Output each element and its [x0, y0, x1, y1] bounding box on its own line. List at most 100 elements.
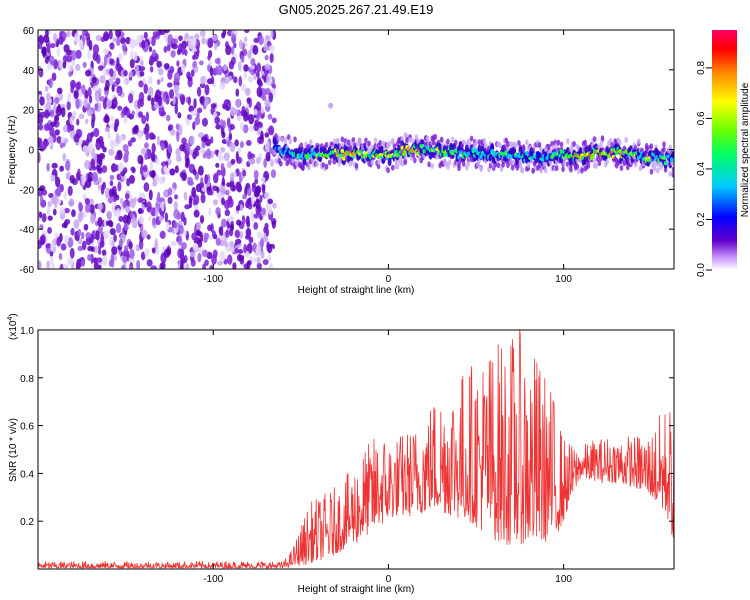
spectrogram-noise-cell: [212, 199, 219, 206]
spectrogram-noise-cell: [49, 42, 56, 49]
spectrogram-noise-cell: [76, 118, 80, 126]
spectrogram-noise-cell: [174, 194, 179, 200]
spectrogram-noise-cell: [46, 205, 51, 216]
spectrogram-noise-cell: [268, 263, 274, 269]
spectrogram-noise-cell: [244, 186, 248, 197]
spectrogram-noise-cell: [93, 245, 98, 254]
spectrogram-noise-cell: [82, 61, 87, 68]
spectrogram-noise-cell: [208, 60, 213, 66]
spectrogram-noise-cell: [128, 265, 134, 269]
spectrogram-noise-cell: [235, 88, 240, 97]
spectrogram-noise-cell: [204, 259, 209, 267]
spectrogram-noise-cell: [255, 71, 260, 78]
spectrogram-noise-cell: [166, 44, 171, 52]
spectrogram-peak-cell: [662, 156, 666, 160]
spectrogram-noise-cell: [97, 217, 103, 227]
spectrogram-halo-cell: [569, 166, 573, 173]
spectrogram-noise-cell: [151, 142, 156, 154]
spectrogram-noise-cell: [240, 121, 244, 132]
spectrogram-noise-cell: [160, 142, 165, 151]
spectrogram-noise-cell: [141, 115, 147, 125]
spectrogram-noise-cell: [235, 205, 241, 212]
spectrogram-noise-cell: [264, 222, 269, 230]
spectrogram-noise-cell: [221, 197, 225, 206]
spectrogram-signal-cell: [671, 157, 674, 162]
spectrogram-halo-cell: [461, 139, 466, 146]
spectrogram-halo-cell: [562, 160, 567, 167]
spectrogram-noise-cell: [193, 98, 197, 109]
spectrogram-halo-cell: [466, 160, 471, 167]
spectrogram-noise-cell: [250, 58, 256, 66]
spectrogram-halo-cell: [357, 138, 362, 145]
spectrogram-halo-cell: [400, 135, 405, 142]
figure-title: GN05.2025.267.21.49.E19: [279, 2, 434, 17]
spectrogram-noise-cell: [198, 182, 205, 189]
spectrogram-xtick-label: 100: [555, 274, 572, 285]
spectrogram-halo-cell: [644, 142, 649, 149]
spectrogram-noise-cell: [154, 238, 158, 250]
spectrogram-noise-cell: [147, 95, 152, 102]
spectrogram-noise-cell: [112, 37, 117, 43]
spectrogram-noise-cell: [172, 38, 179, 45]
spectrogram-noise-cell: [39, 185, 46, 192]
spectrogram-noise-cell: [133, 197, 137, 203]
spectrogram-noise-cell: [269, 53, 274, 64]
spectrogram-noise-cell: [39, 224, 44, 230]
spectrogram-noise-cell: [165, 221, 170, 231]
spectrogram-halo-cell: [446, 138, 450, 145]
colorbar-tick-label: 0.4: [696, 162, 707, 176]
spectrogram-noise-cell: [63, 191, 67, 200]
spectrogram-noise-cell: [254, 186, 260, 197]
spectrogram-noise-cell: [84, 198, 90, 205]
spectrogram-ytick-label: -60: [20, 265, 35, 276]
spectrogram-halo-cell: [521, 146, 526, 153]
spectrogram-noise-cell: [118, 162, 124, 173]
spectrogram-halo-cell: [324, 163, 329, 170]
spectrogram-noise-cell: [83, 223, 89, 231]
spectrogram-noise-cell: [210, 76, 215, 85]
spectrogram-signal-cell: [340, 148, 345, 154]
spectrogram-noise-cell: [149, 160, 154, 172]
spectrogram-noise-cell: [104, 115, 110, 124]
spectrogram-halo-cell: [373, 137, 378, 144]
spectrogram-noise-cell: [205, 148, 212, 160]
spectrogram-noise-cell: [177, 248, 183, 259]
spectrogram-noise-cell: [257, 121, 264, 128]
spectrogram-noise-cell: [248, 236, 254, 244]
spectrogram-noise-cell: [185, 157, 190, 167]
spectrogram-noise-cell: [143, 31, 148, 39]
spectrogram-noise-cell: [225, 105, 230, 112]
spectrogram-noise-cell: [103, 48, 109, 56]
spectrogram-noise-cell: [97, 87, 102, 95]
colorbar-tick-label: 0.6: [696, 111, 707, 125]
colorbar: 0.0 0.2 0.4 0.6 0.8 Normalized spectral ampl…: [696, 30, 750, 277]
spectrogram-noise-cell: [66, 55, 73, 63]
spectrogram-noise-cell: [123, 69, 128, 77]
spectrogram-noise-cell: [85, 69, 92, 77]
spectrogram-noise-cell: [110, 114, 114, 122]
spectrogram-noise-cell: [209, 189, 214, 196]
spectrogram-noise-cell: [110, 253, 115, 264]
spectrogram-noise-cell: [229, 123, 235, 131]
spectrogram-band-cell: [387, 158, 392, 167]
snr-ytick-label: 1.0: [20, 326, 34, 337]
spectrogram-noise-cell: [103, 230, 110, 239]
spectrogram-blip: [328, 102, 334, 109]
spectrogram-noise-cell: [75, 262, 80, 269]
spectrogram-noise-cell: [109, 42, 115, 50]
spectrogram-noise-cell: [209, 265, 214, 269]
spectrogram-noise-cell: [93, 127, 100, 138]
spectrogram-noise-cell: [91, 171, 98, 182]
spectrogram-noise-cell: [173, 221, 178, 229]
spectrogram-noise-cell: [199, 30, 206, 38]
spectrogram-noise-cell: [82, 210, 88, 218]
spectrogram-noise-cell: [167, 34, 174, 46]
spectrogram-noise-cell: [187, 96, 192, 106]
spectrogram-noise-cell: [144, 153, 149, 161]
spectrogram-noise-cell: [194, 33, 200, 40]
spectrogram-noise-cell: [38, 211, 43, 219]
spectrogram-noise-cell: [221, 177, 225, 186]
spectrogram-halo-cell: [274, 157, 278, 164]
spectrogram-noise-cell: [124, 193, 130, 200]
spectrogram-halo-cell: [649, 143, 654, 150]
